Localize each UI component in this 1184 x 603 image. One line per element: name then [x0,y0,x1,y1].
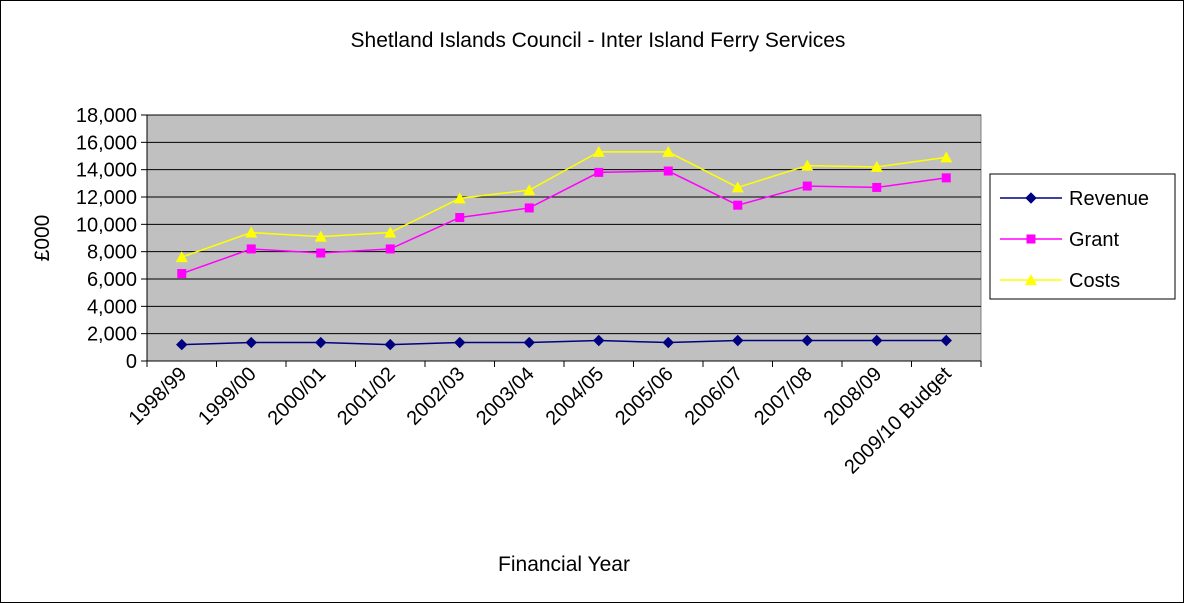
y-tick-label: 8,000 [87,242,137,264]
data-point-marker [802,181,812,191]
x-tick-label: 2007/08 [750,363,817,430]
x-tick-label: 2003/04 [472,363,539,430]
legend-box [989,173,1176,300]
data-point-marker [316,248,326,258]
data-point-marker [871,334,883,347]
legend-label: Revenue [1069,188,1149,210]
data-point-marker [314,230,327,242]
x-tick-label: 2008/09 [820,363,887,430]
x-tick-label: 2000/01 [264,363,331,430]
y-axis-ticks: 0 2,000 4,000 6,000 8,000 10,000 12,000 14,000 1… [76,105,147,373]
y-tick-label: 14,000 [76,160,137,182]
x-axis-title: Financial Year [498,553,630,576]
data-point-marker [731,181,744,193]
data-point-marker [733,200,743,210]
series-line [181,339,947,346]
series-layer [175,145,953,351]
data-point-marker [177,269,187,279]
data-point-marker [384,338,396,351]
data-point-marker [801,334,813,347]
data-point-marker [315,336,327,349]
y-tick-label: 2,000 [87,324,137,346]
data-point-marker [523,184,536,196]
y-tick-label: 16,000 [76,132,137,154]
y-tick-label: 12,000 [76,187,137,209]
data-point-marker [175,251,188,263]
data-point-marker [941,173,951,183]
series-line [181,151,947,258]
data-point-marker [524,203,534,213]
x-tick-label: 2001/02 [333,363,400,430]
legend: Revenue Grant Costs [989,173,1176,300]
series-revenue [176,334,952,351]
series-costs [175,145,953,263]
data-point-marker [176,338,188,351]
series-line [181,170,947,275]
legend-item-grant: Grant [1000,229,1119,251]
x-tick-label: 2004/05 [542,363,609,430]
data-point-marker [662,145,675,157]
legend-label: Grant [1069,229,1119,251]
chart-title: Shetland Islands Council - Inter Island … [351,29,846,52]
data-point-marker [246,244,256,254]
data-point-marker [453,192,466,204]
legend-label: Costs [1069,270,1120,292]
data-point-marker [940,334,952,347]
data-point-marker [872,182,882,192]
y-tick-label: 4,000 [87,296,137,318]
data-point-marker [801,159,814,171]
x-tick-label: 2006/07 [681,363,748,430]
data-point-marker [592,145,605,157]
data-point-marker [870,160,883,172]
x-tick-label: 2005/06 [611,363,678,430]
legend-item-revenue: Revenue [1000,188,1149,210]
data-point-marker [523,336,535,349]
legend-item-costs: Costs [1000,270,1120,292]
data-point-marker [454,336,466,349]
x-tick-label: 1999/00 [194,363,261,430]
x-tick-label: 2002/03 [403,363,470,430]
x-axis-ticks: 1998/99 1999/00 2000/01 2001/02 2002/03 2003/… [125,361,982,478]
data-point-marker [385,244,395,254]
y-tick-label: 10,000 [76,214,137,236]
y-tick-label: 0 [126,351,137,373]
y-axis-title: £000 [31,215,54,262]
plot-area [146,114,982,362]
y-tick-label: 6,000 [87,269,137,291]
data-point-marker [663,166,673,176]
data-point-marker [1025,274,1037,285]
data-point-marker [455,213,465,222]
data-point-marker [732,334,744,347]
data-point-marker [245,226,258,238]
data-point-marker [593,334,605,347]
data-point-marker [594,167,604,177]
series-grant [177,166,951,279]
data-point-marker [245,336,257,349]
data-point-marker [1026,234,1036,244]
data-point-marker [384,226,397,238]
data-point-marker [940,151,953,163]
legend-entries: Revenue Grant Costs [1000,188,1149,292]
data-point-marker [1025,192,1037,204]
y-tick-label: 18,000 [76,105,137,127]
data-point-marker [662,336,674,349]
